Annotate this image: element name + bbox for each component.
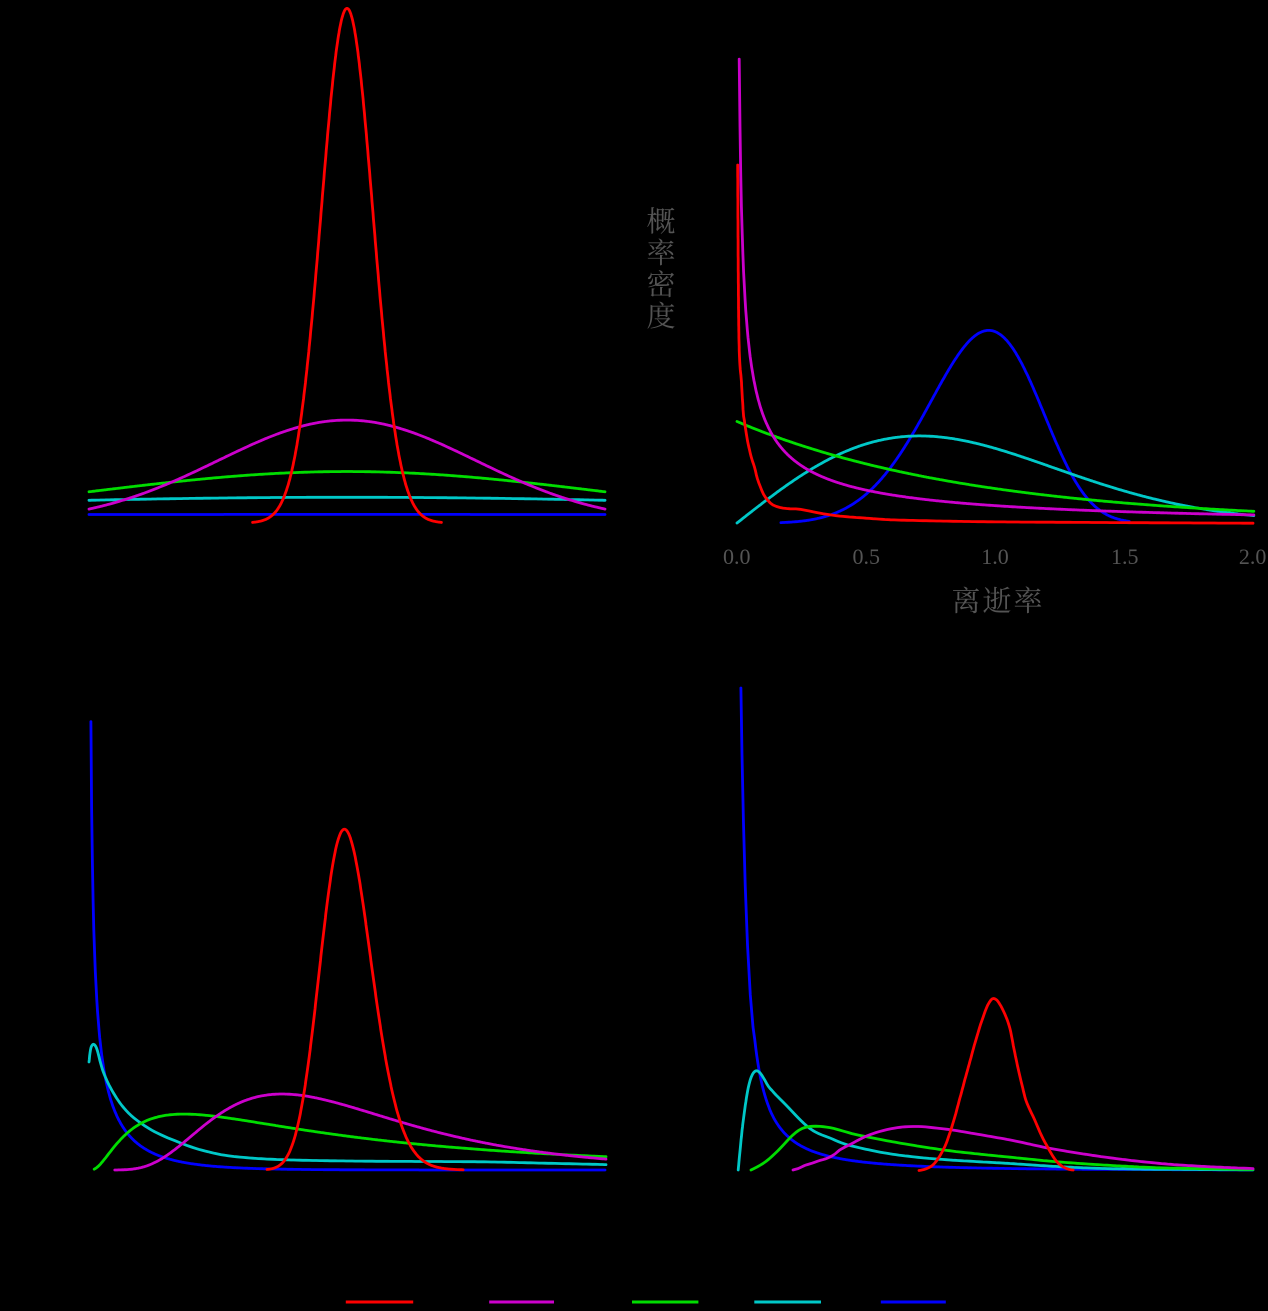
svg-text:1.0: 1.0	[981, 544, 1009, 569]
svg-text:1.5: 1.5	[1111, 544, 1139, 569]
svg-text:0.0: 0.0	[723, 544, 751, 569]
svg-text:0.5: 0.5	[853, 544, 881, 569]
svg-text:2.0: 2.0	[1239, 544, 1267, 569]
